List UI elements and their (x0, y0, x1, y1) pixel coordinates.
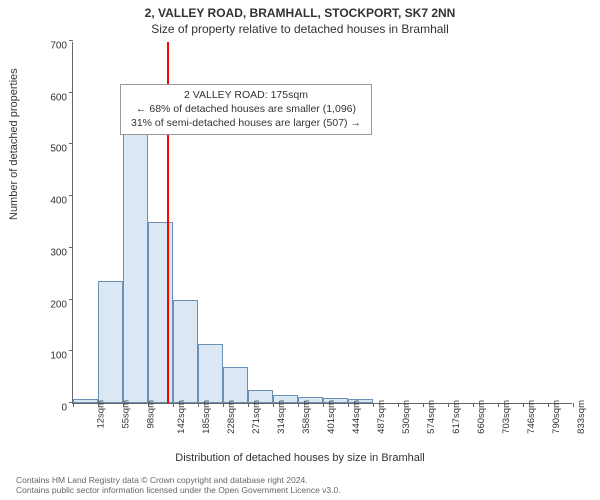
y-tick-label: 400 (33, 196, 67, 207)
x-tick-label: 530sqm (401, 400, 412, 434)
histogram-bar (198, 344, 223, 403)
x-tick-mark (148, 403, 149, 407)
y-tick-label: 100 (33, 351, 67, 362)
x-tick-label: 617sqm (451, 400, 462, 434)
x-tick-label: 185sqm (201, 400, 212, 434)
x-tick-mark (323, 403, 324, 407)
x-tick-label: 574sqm (426, 400, 437, 434)
x-tick-mark (423, 403, 424, 407)
y-tick-label: 500 (33, 144, 67, 155)
info-line-2: ← 68% of detached houses are smaller (1,… (131, 102, 361, 116)
info-line-3: 31% of semi-detached houses are larger (… (131, 116, 361, 130)
y-tick-label: 0 (33, 403, 67, 414)
x-tick-mark (173, 403, 174, 407)
histogram-bar (223, 367, 248, 403)
x-tick-label: 790sqm (551, 400, 562, 434)
histogram-bar (148, 222, 173, 403)
x-tick-mark (223, 403, 224, 407)
info-line-1: 2 VALLEY ROAD: 175sqm (131, 88, 361, 102)
footer-line-2: Contains public sector information licen… (16, 485, 341, 496)
y-tick-label: 200 (33, 299, 67, 310)
x-tick-mark (248, 403, 249, 407)
x-tick-label: 487sqm (376, 400, 387, 434)
chart-subtitle: Size of property relative to detached ho… (0, 20, 600, 36)
x-tick-label: 271sqm (251, 400, 262, 434)
x-tick-label: 833sqm (576, 400, 587, 434)
x-tick-mark (273, 403, 274, 407)
y-tick-mark (69, 143, 73, 144)
x-tick-mark (123, 403, 124, 407)
x-tick-mark (548, 403, 549, 407)
x-tick-label: 746sqm (526, 400, 537, 434)
x-tick-label: 228sqm (226, 400, 237, 434)
x-tick-label: 358sqm (301, 400, 312, 434)
histogram-bar (98, 281, 123, 403)
x-tick-mark (373, 403, 374, 407)
x-tick-mark (473, 403, 474, 407)
x-tick-label: 660sqm (476, 400, 487, 434)
y-tick-label: 600 (33, 92, 67, 103)
x-tick-mark (98, 403, 99, 407)
x-tick-mark (498, 403, 499, 407)
y-tick-mark (69, 350, 73, 351)
histogram-bar (123, 103, 148, 403)
histogram-bar (73, 399, 98, 403)
x-tick-mark (198, 403, 199, 407)
histogram-bar (173, 300, 198, 403)
y-tick-mark (69, 40, 73, 41)
y-tick-mark (69, 92, 73, 93)
x-tick-mark (348, 403, 349, 407)
y-tick-label: 700 (33, 41, 67, 52)
x-tick-mark (73, 403, 74, 407)
info-callout: 2 VALLEY ROAD: 175sqm ← 68% of detached … (120, 84, 372, 135)
x-tick-label: 444sqm (351, 400, 362, 434)
x-tick-label: 314sqm (276, 400, 287, 434)
y-axis-label: Number of detached properties (8, 68, 20, 220)
x-tick-label: 142sqm (176, 400, 187, 434)
footer-line-1: Contains HM Land Registry data © Crown c… (16, 475, 341, 486)
x-axis-label: Distribution of detached houses by size … (0, 452, 600, 464)
y-tick-mark (69, 247, 73, 248)
chart-title: 2, VALLEY ROAD, BRAMHALL, STOCKPORT, SK7… (0, 0, 600, 20)
chart-container: 2, VALLEY ROAD, BRAMHALL, STOCKPORT, SK7… (0, 0, 600, 500)
y-tick-label: 300 (33, 247, 67, 258)
x-tick-label: 401sqm (326, 400, 337, 434)
plot-area: 010020030040050060070012sqm55sqm98sqm142… (72, 42, 572, 404)
x-tick-mark (298, 403, 299, 407)
footer-attribution: Contains HM Land Registry data © Crown c… (16, 475, 341, 496)
x-tick-mark (448, 403, 449, 407)
x-tick-mark (523, 403, 524, 407)
x-tick-mark (398, 403, 399, 407)
y-tick-mark (69, 299, 73, 300)
y-tick-mark (69, 195, 73, 196)
x-tick-mark (573, 403, 574, 407)
x-tick-label: 703sqm (501, 400, 512, 434)
